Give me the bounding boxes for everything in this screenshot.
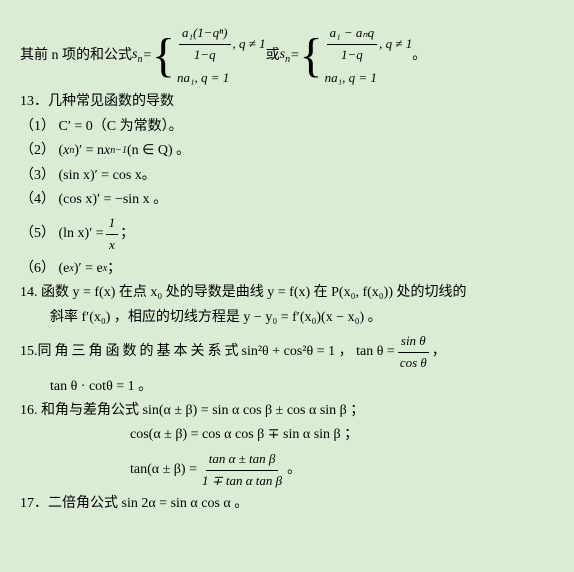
heading-16c: tan(α ± β) = tan α ± tan β1 ∓ tan α tan … — [20, 449, 554, 492]
item-13-1: （1） C′ = 0（C 为常数）。 — [20, 116, 554, 138]
heading-15d: tan θ · cotθ = 1 。 — [20, 376, 554, 398]
heading-15: 15. 同角三角函数的基本关系式 sin²θ + cos²θ = 1 ， tan… — [20, 331, 554, 374]
item-13-4: （4） (cos x)′ = −sin x 。 — [20, 189, 554, 211]
brace-1: { a₁(1−qⁿ)1−q , q ≠ 1 na₁, q = 1 — [152, 22, 266, 89]
heading-13: 13．几种常见函数的导数 — [20, 91, 554, 113]
heading-16a: 16. 和角与差角公式 sin(α ± β) = sin α cos β ± c… — [20, 400, 554, 422]
heading-17: 17．二倍角公式 sin 2α = sin α cos α 。 — [20, 493, 554, 515]
item-13-3: （3） (sin x)′ = cos x。 — [20, 165, 554, 187]
prefix-text: 其前 n 项的和公式 — [20, 45, 132, 67]
sum-formula-line: 其前 n 项的和公式 sn = { a₁(1−qⁿ)1−q , q ≠ 1 na… — [20, 22, 554, 89]
heading-14b: 斜率 f′(x₀) ，相应的切线方程是 y − y₀ = f′(x₀)(x − … — [20, 307, 554, 329]
item-13-2: （2） (xn)′ = nxn−1(n ∈ Q) 。 — [20, 140, 554, 162]
item-13-5: （5） (ln x)′ = 1x ； — [20, 213, 554, 256]
item-13-6: （6） (ex)′ = ex ； — [20, 258, 554, 280]
brace-2: { a₁ − aₙq1−q , q ≠ 1 na₁, q = 1 — [300, 22, 413, 89]
heading-14a: 14. 函数 y = f(x) 在点 x₀ 处的导数是曲线 y = f(x) 在… — [20, 282, 554, 304]
heading-16b: cos(α ± β) = cos α cos β ∓ sin α sin β ； — [20, 424, 554, 446]
